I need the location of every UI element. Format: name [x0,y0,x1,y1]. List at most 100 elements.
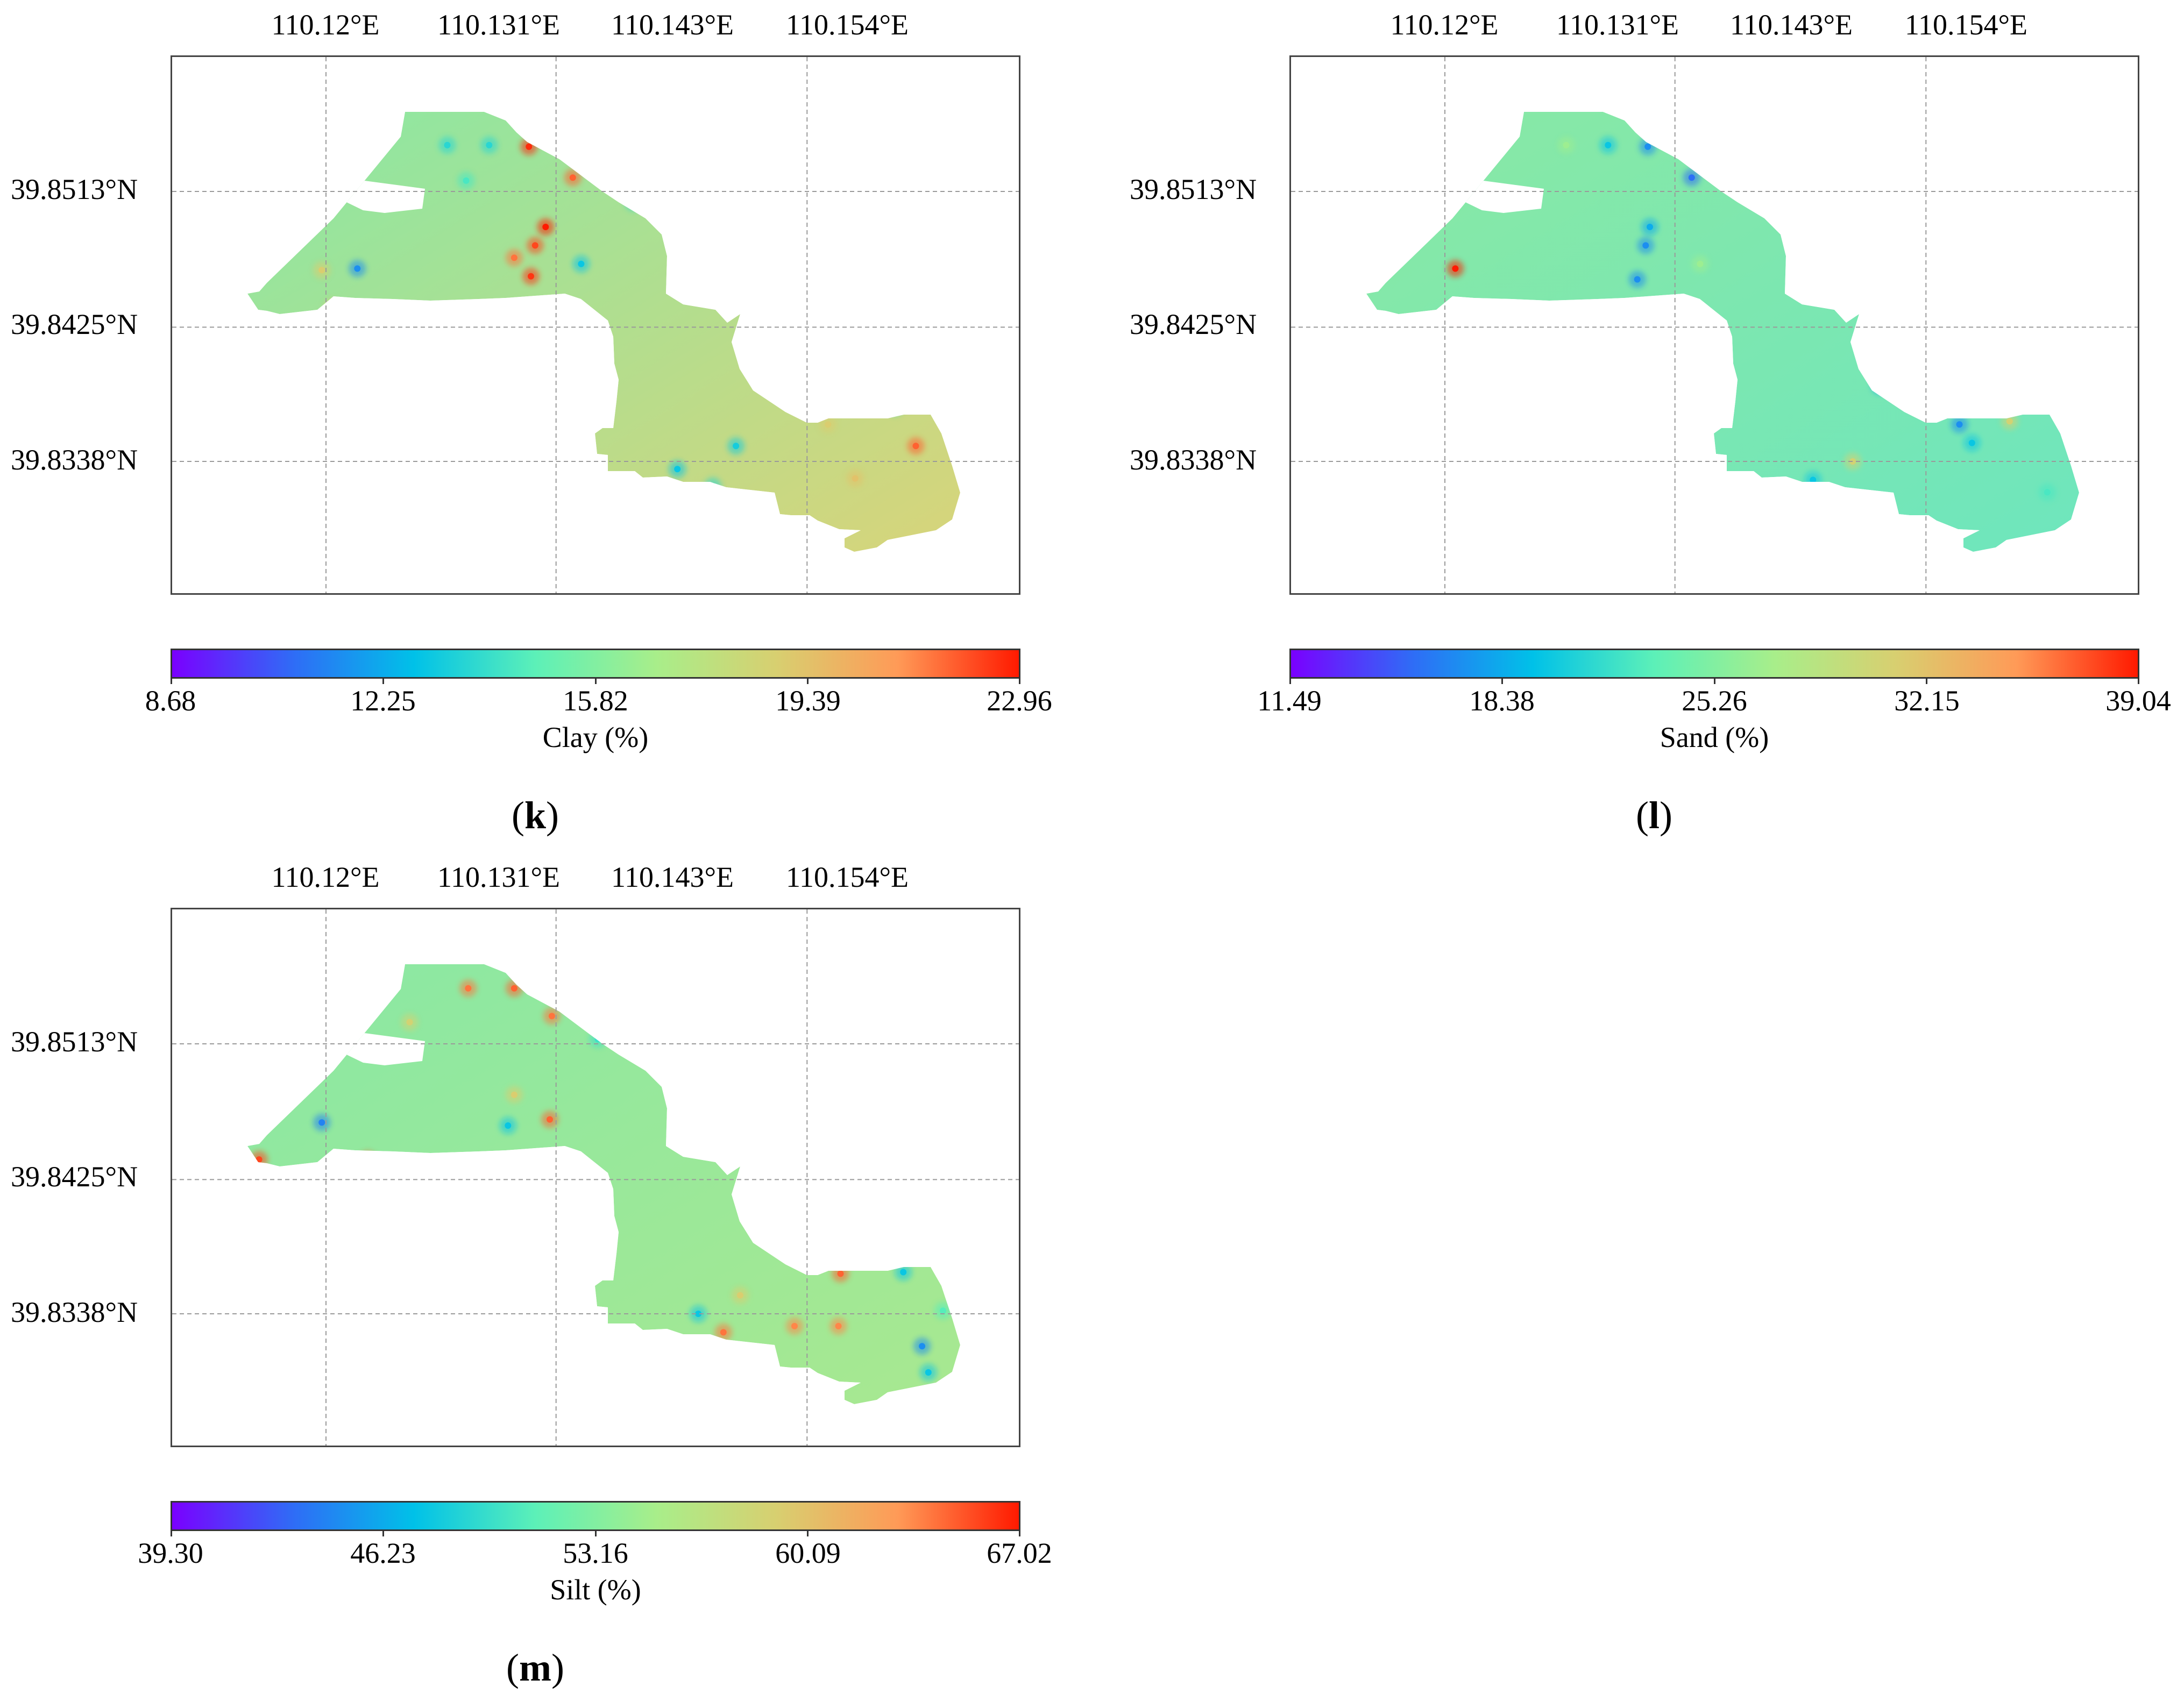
sample-halo [773,237,791,254]
field-area [247,964,960,1404]
colorbar-title: Sand (%) [1660,721,1769,753]
sample-point [594,1036,601,1043]
colorbar-tick-mark [1501,679,1503,684]
sample-point [364,1156,371,1163]
sample-halo [1812,195,1830,212]
lon-label-1: 110.12°E [271,861,380,893]
panel-letter: (l) [1636,794,1672,837]
sample-point [891,404,898,411]
sample-point [846,1227,853,1234]
colorbar-tick-mark [171,1531,172,1536]
colorbar-tick-label: 25.26 [1682,685,1747,717]
sample-point [1810,476,1817,483]
sample-halo [1771,167,1789,185]
colorbar-tick-label: 18.38 [1469,685,1535,717]
sample-halo [669,230,686,248]
sample-halo [1788,230,1805,248]
sample-point [1644,143,1651,150]
sample-point [354,265,361,272]
sample-point [329,304,336,311]
lat-label-2: 39.8425°N [11,1161,138,1193]
lat-label-3: 39.8338°N [11,444,138,476]
colorbar-tick-mark [1019,1531,1020,1536]
sample-point [825,421,832,428]
sample-point [542,224,549,230]
sample-halo [1892,252,1910,270]
sample-point [1688,174,1695,181]
sample-halo [1913,351,1931,368]
lon-label-2: 110.131°E [437,9,561,41]
sample-halo [811,369,828,387]
colorbar-tick-label: 46.23 [350,1537,416,1569]
sample-point [799,1119,806,1126]
lon-label-2: 110.131°E [1556,9,1679,41]
sample-point [510,254,517,261]
sample-point [1452,265,1459,272]
sample-point [526,143,533,150]
sample-halo [679,1080,697,1098]
sample-point [318,1119,325,1126]
sample-point [1818,200,1825,207]
sample-point [486,141,493,148]
sample-point [1897,258,1904,265]
sample-point [444,141,451,148]
map-svg [172,909,1019,1446]
sample-point [710,482,717,489]
lon-label-3: 110.143°E [611,9,734,41]
sample-halo [886,398,904,416]
colorbar-tick-label: 22.96 [987,685,1052,717]
sample-point [919,1343,926,1350]
colorbar-tick-label: 39.30 [138,1537,203,1569]
sample-halo [794,1237,812,1255]
colorbar-tick-label: 8.68 [145,685,196,717]
colorbar-tick-mark [1926,679,1927,684]
lon-label-3: 110.143°E [1729,9,1853,41]
sample-point [816,375,823,382]
lon-label-4: 110.154°E [785,9,909,41]
colorbar-tick-label: 39.04 [2105,685,2171,717]
sample-point [810,1128,817,1135]
sample-point [1642,242,1649,249]
sample-point [318,267,325,274]
colorbar-tick-label: 67.02 [987,1537,1052,1569]
sample-point [1968,439,1975,446]
panel-silt: 110.12°E 110.131°E 110.143°E 110.154°E 3… [0,852,1076,1689]
colorbar-tick-mark [171,679,172,684]
sample-halo [219,307,236,324]
sample-point [799,1242,806,1249]
sample-point [630,199,637,206]
sample-halo [788,1201,805,1219]
sample-point [900,1269,907,1276]
sample-halo [832,1185,849,1202]
sample-point [1876,382,1883,389]
sample-point [649,1048,656,1055]
sample-halo [721,1089,739,1107]
sample-halo [1930,277,1947,294]
sample-point [835,1322,842,1329]
sample-point [793,1207,800,1214]
colorbar-tick-mark [382,1531,384,1536]
sample-point [1793,236,1800,243]
sample-halo [704,477,722,495]
lon-label-2: 110.131°E [437,861,561,893]
sample-point [912,443,919,450]
sample-point [795,344,802,351]
sample-point [684,1085,691,1092]
colorbar-tick-mark [595,679,597,684]
lon-label-3: 110.143°E [611,861,734,893]
sample-point [757,368,764,375]
sample-halo [714,221,732,239]
sample-point [736,1292,743,1299]
colorbar-tick-label: 11.49 [1257,685,1322,717]
sample-point [726,1094,733,1101]
sample-point [657,173,664,180]
sample-point [548,1013,555,1020]
sample-point [1839,226,1846,233]
sample-point [1483,310,1490,317]
sample-point [837,1190,844,1197]
sample-halo [763,275,781,293]
sample-halo [1871,377,1889,395]
panel-sand: 110.12°E 110.131°E 110.143°E 110.154°E 3… [1119,0,2184,837]
sample-point [1776,173,1783,180]
colorbar [171,649,1020,679]
